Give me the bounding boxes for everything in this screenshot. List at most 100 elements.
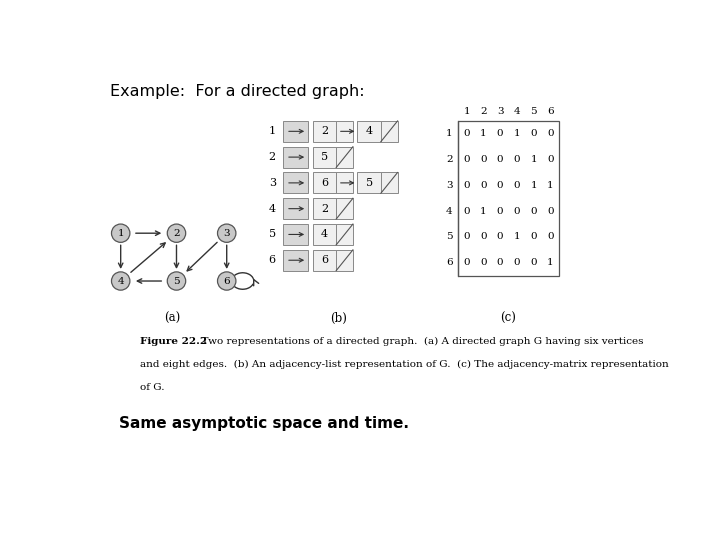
Text: 0: 0 <box>531 258 537 267</box>
Text: 5: 5 <box>531 107 537 116</box>
FancyBboxPatch shape <box>357 172 381 193</box>
FancyBboxPatch shape <box>312 250 336 271</box>
FancyBboxPatch shape <box>336 224 353 245</box>
Text: 3: 3 <box>269 178 276 188</box>
Text: 6: 6 <box>321 255 328 265</box>
Text: 0: 0 <box>497 232 503 241</box>
Text: 0: 0 <box>547 155 554 164</box>
Text: 0: 0 <box>531 129 537 138</box>
Text: (a): (a) <box>164 312 181 325</box>
Text: 1: 1 <box>269 126 276 136</box>
Text: 1: 1 <box>531 181 537 190</box>
FancyBboxPatch shape <box>381 172 397 193</box>
Text: 1: 1 <box>117 229 124 238</box>
FancyBboxPatch shape <box>282 121 308 141</box>
Text: (c): (c) <box>500 312 516 325</box>
Text: 0: 0 <box>513 207 520 215</box>
Text: 1: 1 <box>480 207 487 215</box>
Text: 5: 5 <box>269 230 276 239</box>
Text: and eight edges.  (b) An adjacency-list representation of G.  (c) The adjacency-: and eight edges. (b) An adjacency-list r… <box>140 360 669 369</box>
Text: 0: 0 <box>480 232 487 241</box>
Text: 5: 5 <box>446 232 453 241</box>
FancyBboxPatch shape <box>357 121 381 141</box>
FancyBboxPatch shape <box>312 121 336 141</box>
Text: 0: 0 <box>531 207 537 215</box>
Text: 0: 0 <box>464 258 470 267</box>
Text: 2: 2 <box>174 229 180 238</box>
Text: 0: 0 <box>464 129 470 138</box>
Text: 4: 4 <box>117 276 124 286</box>
Text: 0: 0 <box>547 129 554 138</box>
Text: 0: 0 <box>547 207 554 215</box>
Text: 6: 6 <box>223 276 230 286</box>
FancyBboxPatch shape <box>282 198 308 219</box>
Text: 4: 4 <box>321 230 328 239</box>
FancyBboxPatch shape <box>312 172 336 193</box>
Text: 0: 0 <box>480 181 487 190</box>
Text: 0: 0 <box>513 258 520 267</box>
Ellipse shape <box>167 272 186 290</box>
Text: 5: 5 <box>321 152 328 162</box>
Text: 0: 0 <box>497 207 503 215</box>
Text: 6: 6 <box>321 178 328 188</box>
FancyBboxPatch shape <box>336 198 353 219</box>
FancyBboxPatch shape <box>312 224 336 245</box>
Text: 3: 3 <box>497 107 503 116</box>
Text: 1: 1 <box>480 129 487 138</box>
FancyBboxPatch shape <box>459 121 559 275</box>
FancyBboxPatch shape <box>282 250 308 271</box>
Text: 1: 1 <box>547 181 554 190</box>
Text: 0: 0 <box>531 232 537 241</box>
FancyBboxPatch shape <box>312 198 336 219</box>
Text: 0: 0 <box>480 155 487 164</box>
Text: 1: 1 <box>464 107 470 116</box>
Text: Example:  For a directed graph:: Example: For a directed graph: <box>109 84 364 98</box>
Text: Same asymptotic space and time.: Same asymptotic space and time. <box>119 416 409 431</box>
Text: 0: 0 <box>497 155 503 164</box>
Text: 1: 1 <box>513 129 520 138</box>
Text: 0: 0 <box>464 181 470 190</box>
FancyBboxPatch shape <box>336 250 353 271</box>
Text: (b): (b) <box>330 312 347 325</box>
Text: Figure 22.2: Figure 22.2 <box>140 337 207 346</box>
Ellipse shape <box>217 272 236 290</box>
Text: 0: 0 <box>464 207 470 215</box>
Text: 1: 1 <box>547 258 554 267</box>
Text: 0: 0 <box>513 155 520 164</box>
FancyBboxPatch shape <box>336 121 353 141</box>
Text: 0: 0 <box>497 129 503 138</box>
Text: 2: 2 <box>321 126 328 136</box>
Text: 4: 4 <box>446 207 453 215</box>
Text: 0: 0 <box>497 258 503 267</box>
FancyBboxPatch shape <box>381 121 397 141</box>
Text: 1: 1 <box>513 232 520 241</box>
Text: 6: 6 <box>269 255 276 265</box>
Text: 2: 2 <box>269 152 276 162</box>
Text: 5: 5 <box>174 276 180 286</box>
Text: of G.: of G. <box>140 383 165 392</box>
FancyBboxPatch shape <box>312 147 336 167</box>
Text: 1: 1 <box>531 155 537 164</box>
Ellipse shape <box>112 224 130 242</box>
Text: 0: 0 <box>513 181 520 190</box>
Text: 3: 3 <box>223 229 230 238</box>
Text: 3: 3 <box>446 181 453 190</box>
Text: 0: 0 <box>480 258 487 267</box>
Text: 2: 2 <box>480 107 487 116</box>
Text: 2: 2 <box>446 155 453 164</box>
Text: 5: 5 <box>366 178 373 188</box>
FancyBboxPatch shape <box>282 147 308 167</box>
Text: 6: 6 <box>446 258 453 267</box>
Ellipse shape <box>167 224 186 242</box>
Text: 6: 6 <box>547 107 554 116</box>
Ellipse shape <box>217 224 236 242</box>
FancyBboxPatch shape <box>336 147 353 167</box>
Text: 0: 0 <box>547 232 554 241</box>
FancyBboxPatch shape <box>282 224 308 245</box>
Text: Two representations of a directed graph.  (a) A directed graph G having six vert: Two representations of a directed graph.… <box>195 337 644 346</box>
FancyBboxPatch shape <box>282 172 308 193</box>
Text: 4: 4 <box>366 126 373 136</box>
Text: 0: 0 <box>464 155 470 164</box>
Text: 2: 2 <box>321 204 328 214</box>
Text: 0: 0 <box>464 232 470 241</box>
